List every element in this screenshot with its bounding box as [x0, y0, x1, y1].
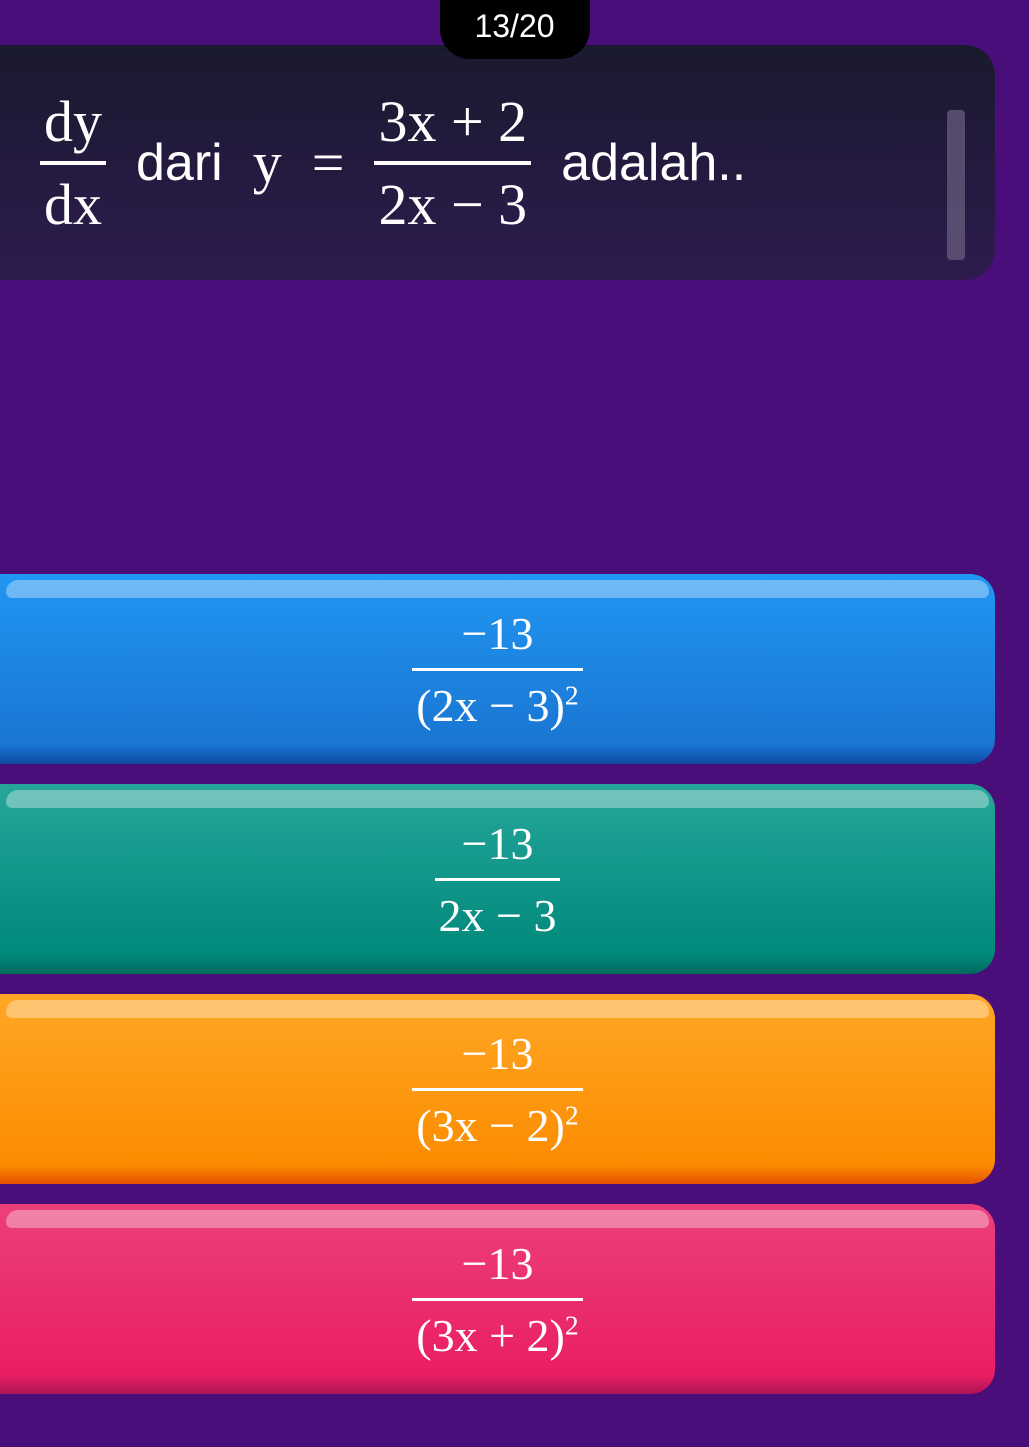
answer-denominator: (2x − 3)2 — [412, 668, 582, 732]
answer-denominator: (3x − 2)2 — [412, 1088, 582, 1152]
frac-den: dx — [40, 161, 106, 238]
question-content: dy dx dari y = 3x + 2 2x − 3 adalah.. — [40, 88, 746, 238]
var-y: y — [253, 129, 282, 196]
answer-numerator: −13 — [458, 1027, 538, 1088]
answer-list: −13 (2x − 3)2 −13 2x − 3 −13 (3x − 2)2 −… — [0, 574, 995, 1394]
rhs-fraction: 3x + 2 2x − 3 — [374, 88, 531, 238]
question-scrollbar[interactable] — [947, 110, 965, 260]
progress-text: 13/20 — [474, 8, 554, 44]
dy-dx-fraction: dy dx — [40, 88, 106, 238]
answer-option-3[interactable]: −13 (3x − 2)2 — [0, 994, 995, 1184]
answer-option-1[interactable]: −13 (2x − 3)2 — [0, 574, 995, 764]
equals-sign: = — [312, 129, 345, 196]
answer-fraction: −13 (3x − 2)2 — [412, 1027, 582, 1152]
text-adalah: adalah.. — [561, 133, 746, 193]
text-dari: dari — [136, 133, 223, 193]
answer-denominator: 2x − 3 — [435, 878, 561, 942]
answer-option-4[interactable]: −13 (3x + 2)2 — [0, 1204, 995, 1394]
answer-numerator: −13 — [458, 817, 538, 878]
answer-numerator: −13 — [458, 607, 538, 668]
frac-den: 2x − 3 — [374, 161, 531, 238]
answer-fraction: −13 (2x − 3)2 — [412, 607, 582, 732]
answer-option-2[interactable]: −13 2x − 3 — [0, 784, 995, 974]
progress-counter: 13/20 — [439, 0, 589, 59]
answer-numerator: −13 — [458, 1237, 538, 1298]
answer-fraction: −13 (3x + 2)2 — [412, 1237, 582, 1362]
frac-num: 3x + 2 — [374, 88, 531, 161]
answer-denominator: (3x + 2)2 — [412, 1298, 582, 1362]
question-card: dy dx dari y = 3x + 2 2x − 3 adalah.. — [0, 45, 995, 280]
frac-num: dy — [40, 88, 106, 161]
answer-fraction: −13 2x − 3 — [435, 817, 561, 942]
